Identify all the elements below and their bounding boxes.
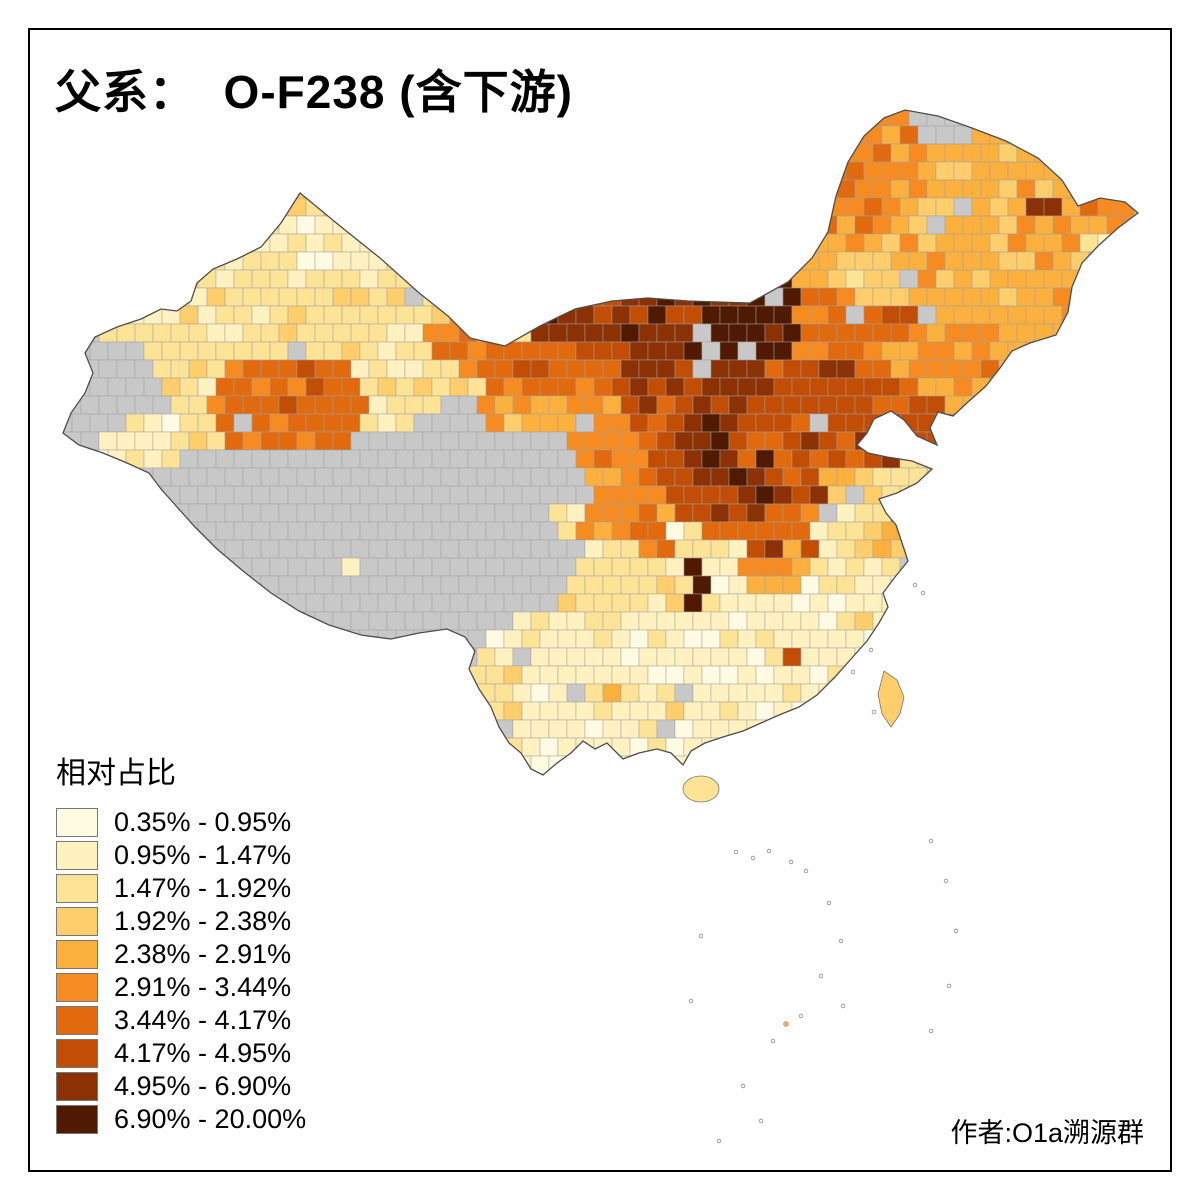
islet-mark bbox=[740, 1083, 746, 1089]
legend-swatch bbox=[56, 907, 98, 936]
islet-mark bbox=[803, 868, 809, 874]
legend-item: 1.92% - 2.38% bbox=[56, 907, 306, 936]
islet-mark bbox=[698, 933, 704, 939]
islet-mark bbox=[840, 1003, 846, 1009]
map-title: 父系： O-F238 (含下游) bbox=[55, 66, 573, 118]
islet-mark bbox=[688, 998, 694, 1004]
legend-label: 1.47% - 1.92% bbox=[114, 873, 292, 903]
legend-item: 4.95% - 6.90% bbox=[56, 1072, 306, 1101]
south-china-sea-islets bbox=[688, 582, 959, 1144]
legend-swatch bbox=[56, 1006, 98, 1035]
legend-swatch bbox=[56, 973, 98, 1002]
legend-label: 6.90% - 20.00% bbox=[114, 1104, 307, 1134]
islet-mark bbox=[953, 928, 959, 934]
islet-mark bbox=[818, 973, 824, 979]
legend-swatch bbox=[56, 1072, 98, 1101]
legend-item: 0.95% - 1.47% bbox=[56, 841, 306, 870]
prefecture-cells bbox=[63, 110, 1138, 775]
legend-item: 2.38% - 2.91% bbox=[56, 940, 306, 969]
islet-mark bbox=[928, 838, 934, 844]
islet-mark bbox=[928, 1028, 934, 1034]
legend-label: 2.91% - 3.44% bbox=[114, 972, 292, 1002]
legend-title: 相对占比 bbox=[56, 757, 176, 790]
legend-label: 4.17% - 4.95% bbox=[114, 1038, 292, 1068]
islet-mark bbox=[716, 1138, 722, 1144]
islet-mark bbox=[826, 900, 832, 906]
islet-mark bbox=[838, 938, 844, 944]
legend-label: 3.44% - 4.17% bbox=[114, 1005, 292, 1035]
islet-mark bbox=[912, 582, 918, 588]
legend-swatch bbox=[56, 874, 98, 903]
legend-swatch bbox=[56, 841, 98, 870]
islet-mark bbox=[943, 878, 949, 884]
islet-mark-colored bbox=[783, 1021, 789, 1027]
islet-mark bbox=[920, 590, 926, 596]
hainan-island bbox=[682, 775, 720, 803]
legend-swatch bbox=[56, 808, 98, 837]
legend-swatch bbox=[56, 1105, 98, 1134]
islet-mark bbox=[770, 1038, 776, 1044]
legend-item: 2.91% - 3.44% bbox=[56, 973, 306, 1002]
legend-label: 0.35% - 0.95% bbox=[114, 807, 292, 837]
legend-item: 4.17% - 4.95% bbox=[56, 1039, 306, 1068]
legend-label: 4.95% - 6.90% bbox=[114, 1071, 292, 1101]
legend-swatch bbox=[56, 940, 98, 969]
islet-mark bbox=[758, 1118, 764, 1124]
legend-rows: 0.35% - 0.95% 0.95% - 1.47% 1.47% - 1.92% 1… bbox=[56, 808, 306, 1134]
islet-mark bbox=[750, 855, 756, 861]
legend-item: 1.47% - 1.92% bbox=[56, 874, 306, 903]
legend-item: 0.35% - 0.95% bbox=[56, 808, 306, 837]
legend-item: 6.90% - 20.00% bbox=[56, 1105, 306, 1134]
islet-mark bbox=[798, 1013, 804, 1019]
author-credit: 作者:O1a溯源群 bbox=[950, 1118, 1144, 1148]
islet-mark bbox=[733, 849, 739, 855]
taiwan-island bbox=[877, 670, 905, 728]
legend-item: 3.44% - 4.17% bbox=[56, 1006, 306, 1035]
islet-mark bbox=[946, 983, 952, 989]
islet-mark bbox=[788, 859, 794, 865]
legend-label: 1.92% - 2.38% bbox=[114, 906, 292, 936]
legend-label: 0.95% - 1.47% bbox=[114, 840, 292, 870]
islet-mark bbox=[871, 709, 877, 715]
islet-mark bbox=[868, 647, 874, 653]
legend-label: 2.38% - 2.91% bbox=[114, 939, 292, 969]
legend: 相对占比 0.35% - 0.95% 0.95% - 1.47% 1.47% - 1… bbox=[56, 748, 306, 1138]
islet-mark bbox=[766, 848, 772, 854]
islet-mark bbox=[850, 669, 856, 675]
country-outline bbox=[62, 109, 1140, 776]
legend-swatch bbox=[56, 1039, 98, 1068]
